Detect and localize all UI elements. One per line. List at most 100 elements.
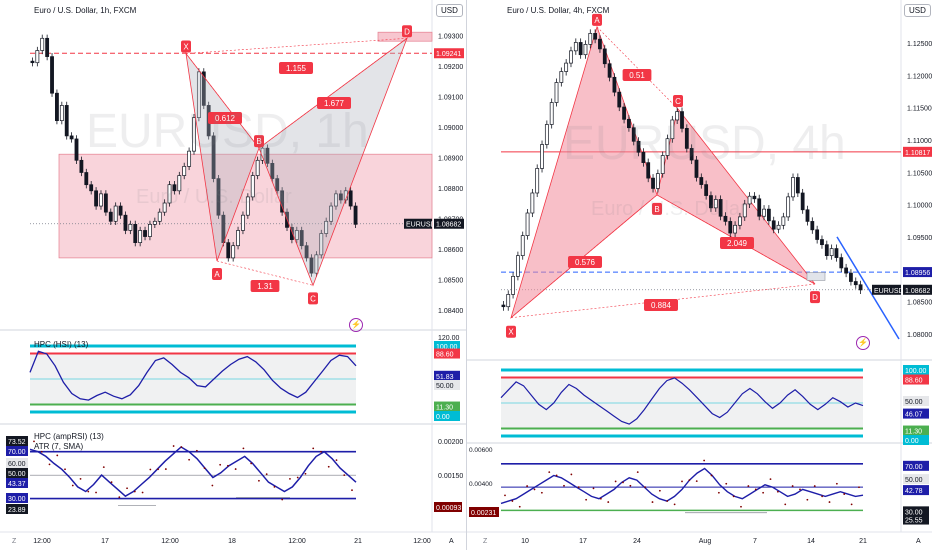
candle-1h-body[interactable] — [221, 214, 226, 243]
candle-4h-body[interactable] — [535, 168, 540, 194]
candle-1h-body[interactable] — [270, 163, 275, 179]
candle-1h-body[interactable] — [69, 135, 74, 140]
candle-1h-body[interactable] — [245, 196, 250, 216]
candle-1h-body[interactable] — [182, 166, 187, 176]
candle-1h-body[interactable] — [304, 245, 309, 259]
candle-4h-body[interactable] — [655, 173, 660, 189]
candle-4h-body[interactable] — [573, 42, 578, 52]
candle-4h-body[interactable] — [815, 229, 820, 240]
candle-1h-body[interactable] — [138, 230, 143, 243]
candle-4h-body[interactable] — [515, 255, 520, 277]
candle-1h-body[interactable] — [64, 105, 69, 137]
candle-4h-body[interactable] — [820, 239, 824, 246]
candle-4h-body[interactable] — [627, 118, 631, 129]
candle-4h-body[interactable] — [530, 192, 535, 214]
lightning-icon[interactable]: ⚡ — [856, 336, 870, 350]
symbol-title-4h[interactable]: Euro / U.S. Dollar, 4h, FXCM — [507, 6, 610, 15]
candle-4h-body[interactable] — [723, 215, 728, 222]
candle-4h-body[interactable] — [810, 221, 815, 231]
candle-1h-body[interactable] — [128, 224, 133, 231]
candle-1h-body[interactable] — [314, 254, 319, 274]
symbol-title-1h[interactable]: Euro / U.S. Dollar, 1h, FXCM — [34, 6, 137, 15]
candle-4h-body[interactable] — [680, 111, 684, 129]
candle-4h-body[interactable] — [578, 42, 583, 56]
candle-4h-body[interactable] — [795, 177, 800, 194]
candle-1h-body[interactable] — [123, 214, 128, 231]
indicator-label-hsi[interactable]: HPC (HSI) (13) — [34, 340, 89, 349]
candle-4h-body[interactable] — [588, 33, 593, 45]
candle-4h-body[interactable] — [733, 224, 737, 234]
candle-1h-body[interactable] — [329, 205, 333, 222]
candle-4h-body[interactable] — [593, 33, 598, 40]
candle-4h-body[interactable] — [689, 148, 694, 161]
candle-1h-body[interactable] — [334, 193, 338, 207]
candle-4h-body[interactable] — [709, 195, 713, 209]
candle-1h-body[interactable] — [177, 175, 182, 192]
candle-4h-body[interactable] — [742, 203, 747, 218]
candle-4h-body[interactable] — [520, 235, 525, 257]
chart-panel-4h[interactable]: X A B C D 0.51 0.576 2.049 0.884 1.12500 1.12000 1.… — [466, 0, 932, 550]
candle-1h-body[interactable] — [255, 159, 260, 176]
candle-1h-body[interactable] — [74, 138, 79, 161]
candle-1h-body[interactable] — [250, 175, 255, 198]
candle-4h-body[interactable] — [704, 184, 709, 196]
candle-4h-body[interactable] — [713, 199, 718, 209]
candle-1h-body[interactable] — [348, 190, 353, 207]
candle-1h-body[interactable] — [103, 193, 108, 213]
candle-4h-body[interactable] — [786, 196, 791, 218]
candle-4h-body[interactable] — [631, 127, 636, 142]
candle-1h-body[interactable] — [231, 245, 236, 259]
indicator-label-amprsi[interactable]: HPC (ampRSI) (13) — [34, 432, 104, 441]
chart-panel-1h[interactable]: X A B C D 1.155 0.612 1.677 1.31 1.09300 1.09200 1.… — [0, 0, 466, 550]
candle-4h-body[interactable] — [747, 195, 752, 205]
candle-4h-body[interactable] — [501, 304, 506, 308]
candle-4h-body[interactable] — [839, 257, 844, 269]
candle-1h-body[interactable] — [319, 233, 324, 256]
candle-1h-body[interactable] — [55, 92, 59, 121]
candle-1h-body[interactable] — [162, 202, 167, 213]
candle-1h-body[interactable] — [172, 184, 177, 192]
candle-1h-body[interactable] — [241, 214, 245, 231]
candle-4h-body[interactable] — [757, 198, 762, 217]
candle-4h-body[interactable] — [694, 159, 699, 178]
candle-1h-body[interactable] — [265, 147, 270, 164]
candle-4h-body[interactable] — [660, 155, 665, 174]
candle-4h-body[interactable] — [583, 44, 588, 56]
candle-4h-body[interactable] — [844, 267, 849, 274]
candle-4h-body[interactable] — [511, 275, 515, 295]
candle-4h-body[interactable] — [549, 102, 554, 125]
candle-4h-body[interactable] — [646, 162, 651, 179]
chart-canvas-1h[interactable]: X A B C D 1.155 0.612 1.677 1.31 1.09300 1.09200 1.… — [0, 0, 466, 550]
candle-4h-body[interactable] — [738, 216, 742, 226]
candle-1h-body[interactable] — [35, 50, 40, 64]
candle-1h-body[interactable] — [59, 105, 64, 122]
candle-1h-body[interactable] — [118, 205, 123, 216]
candle-4h-body[interactable] — [675, 111, 680, 121]
candle-4h-body[interactable] — [791, 177, 795, 198]
candle-4h-body[interactable] — [617, 91, 622, 108]
candle-4h-body[interactable] — [525, 212, 530, 236]
candle-1h-body[interactable] — [201, 71, 206, 106]
candle-1h-body[interactable] — [152, 220, 157, 225]
candle-4h-body[interactable] — [651, 177, 655, 189]
candle-1h-body[interactable] — [99, 193, 103, 207]
candle-1h-body[interactable] — [338, 193, 343, 201]
currency-button-1h[interactable]: USD — [436, 4, 463, 17]
candle-1h-body[interactable] — [148, 224, 152, 237]
candle-1h-body[interactable] — [192, 117, 196, 152]
candle-1h-body[interactable] — [275, 178, 280, 192]
candle-1h-body[interactable] — [133, 224, 138, 244]
candle-4h-body[interactable] — [612, 76, 617, 93]
candle-1h-body[interactable] — [45, 37, 50, 57]
candle-1h-body[interactable] — [309, 257, 314, 274]
candle-1h-body[interactable] — [167, 184, 172, 204]
candle-4h-body[interactable] — [762, 208, 766, 217]
candle-4h-body[interactable] — [781, 216, 786, 226]
candle-4h-body[interactable] — [800, 192, 805, 211]
candle-4h-body[interactable] — [718, 199, 723, 217]
candle-4h-body[interactable] — [771, 220, 776, 230]
candle-4h-body[interactable] — [602, 48, 607, 65]
candle-4h-body[interactable] — [506, 294, 511, 308]
candle-4h-body[interactable] — [776, 224, 781, 230]
indicator-label-atr[interactable]: ATR (7, SMA) — [34, 442, 84, 451]
